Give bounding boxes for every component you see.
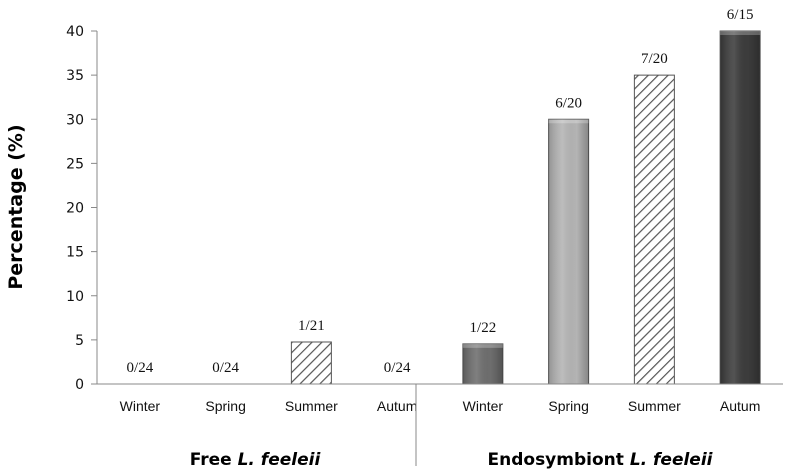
data-label: 6/15 bbox=[727, 7, 754, 23]
bar-winter-endosymbiont bbox=[462, 343, 504, 385]
y-axis-ticks: 0 5 10 15 20 25 30 35 40 bbox=[66, 24, 97, 393]
bar-rect bbox=[633, 74, 675, 385]
data-label: 1/21 bbox=[298, 318, 325, 334]
category-label: Summer bbox=[285, 398, 338, 414]
y-tick-label: 30 bbox=[66, 112, 84, 128]
data-label: 1/22 bbox=[470, 320, 497, 336]
category-label: Winter bbox=[120, 398, 161, 414]
data-labels: 0/24 0/24 1/21 0/24 1/22 6/20 7/20 6/15 bbox=[127, 7, 754, 376]
y-tick-label: 25 bbox=[66, 156, 84, 172]
bar-summer-free bbox=[290, 341, 332, 385]
category-label: Winter bbox=[463, 398, 504, 414]
y-axis-label: Percentage (%) bbox=[5, 124, 27, 289]
data-label: 0/24 bbox=[212, 360, 239, 376]
bar-summer-endosymbiont bbox=[633, 74, 675, 385]
bar-rect bbox=[290, 341, 332, 385]
y-tick-label: 0 bbox=[75, 377, 84, 393]
y-tick-label: 40 bbox=[66, 24, 84, 40]
category-label: Autum bbox=[377, 398, 417, 414]
data-label: 6/20 bbox=[555, 95, 582, 111]
category-labels: Winter Spring Summer Autum Winter Spring Summe… bbox=[120, 398, 761, 414]
y-tick-label: 10 bbox=[66, 289, 84, 305]
y-tick-label: 20 bbox=[66, 201, 84, 217]
data-label: 0/24 bbox=[384, 360, 411, 376]
bar-shading bbox=[462, 343, 503, 384]
bar-top-highlight bbox=[548, 119, 589, 124]
y-tick-label: 15 bbox=[66, 245, 84, 261]
bars bbox=[290, 30, 761, 385]
bar-spring-endosymbiont bbox=[548, 118, 590, 385]
category-label: Spring bbox=[205, 398, 245, 414]
y-tick-label: 5 bbox=[75, 333, 84, 349]
category-label: Spring bbox=[548, 398, 588, 414]
y-tick-label: 35 bbox=[66, 68, 84, 84]
data-label: 7/20 bbox=[641, 51, 668, 67]
bar-top-highlight bbox=[462, 343, 503, 348]
category-label: Summer bbox=[628, 398, 681, 414]
group-label-endosymbiont: Endosymbiont L. feeleii bbox=[488, 450, 714, 470]
group-label-free: Free L. feeleii bbox=[190, 450, 322, 470]
category-label: Autum bbox=[720, 398, 760, 414]
bar-top-highlight bbox=[720, 31, 761, 35]
bar-autum-endosymbiont bbox=[719, 30, 761, 385]
data-label: 0/24 bbox=[127, 360, 154, 376]
bar-shading bbox=[548, 119, 589, 384]
bar-shading bbox=[720, 31, 761, 384]
